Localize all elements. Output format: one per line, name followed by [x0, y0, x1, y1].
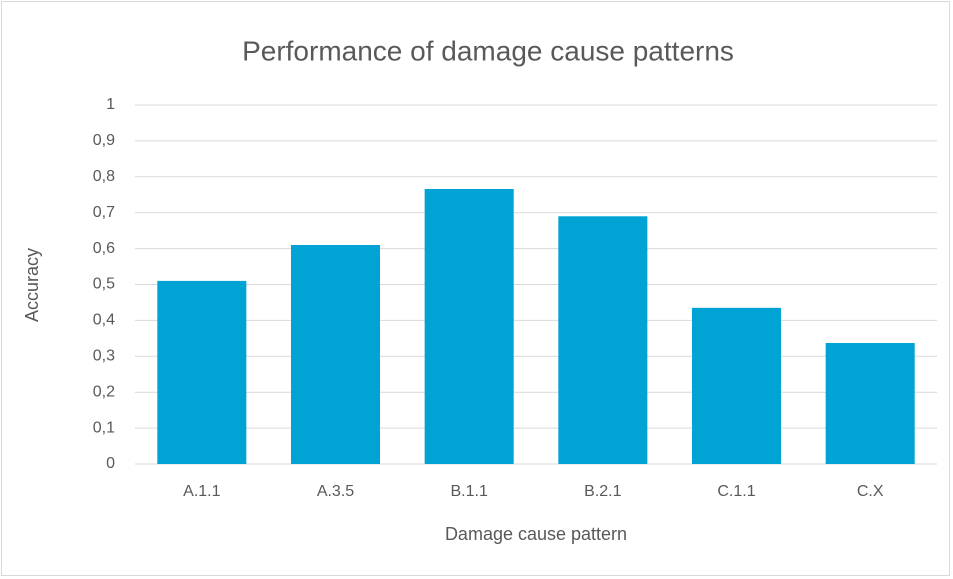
- bar: [825, 343, 915, 464]
- y-tick-label: 0,1: [93, 419, 115, 436]
- bar: [424, 189, 514, 465]
- y-tick-label: 0,6: [93, 240, 115, 257]
- y-tick-label: 0,7: [93, 204, 115, 221]
- bar: [558, 216, 648, 464]
- bar: [691, 307, 782, 464]
- y-tick-label: 0,5: [93, 276, 115, 293]
- y-axis-title: Accuracy: [22, 248, 42, 322]
- y-tick-label: 0,9: [93, 132, 115, 149]
- y-tick-label: 1: [106, 96, 115, 113]
- x-axis-title: Damage cause pattern: [445, 524, 627, 544]
- x-tick-label: A.3.5: [317, 483, 354, 500]
- x-tick-label: B.2.1: [584, 483, 621, 500]
- y-tick-label: 0,3: [93, 348, 115, 365]
- x-tick-label: B.1.1: [450, 483, 487, 500]
- x-tick-label: A.1.1: [183, 483, 220, 500]
- x-tick-label: C.1.1: [717, 483, 755, 500]
- y-tick-label: 0,2: [93, 383, 115, 400]
- x-tick-label: C.X: [857, 483, 884, 500]
- bar: [157, 280, 247, 464]
- bar: [290, 245, 381, 464]
- y-tick-label: 0,8: [93, 168, 115, 185]
- y-tick-label: 0,4: [93, 312, 115, 329]
- y-tick-label: 0: [106, 455, 115, 472]
- chart-title: Performance of damage cause patterns: [242, 35, 734, 66]
